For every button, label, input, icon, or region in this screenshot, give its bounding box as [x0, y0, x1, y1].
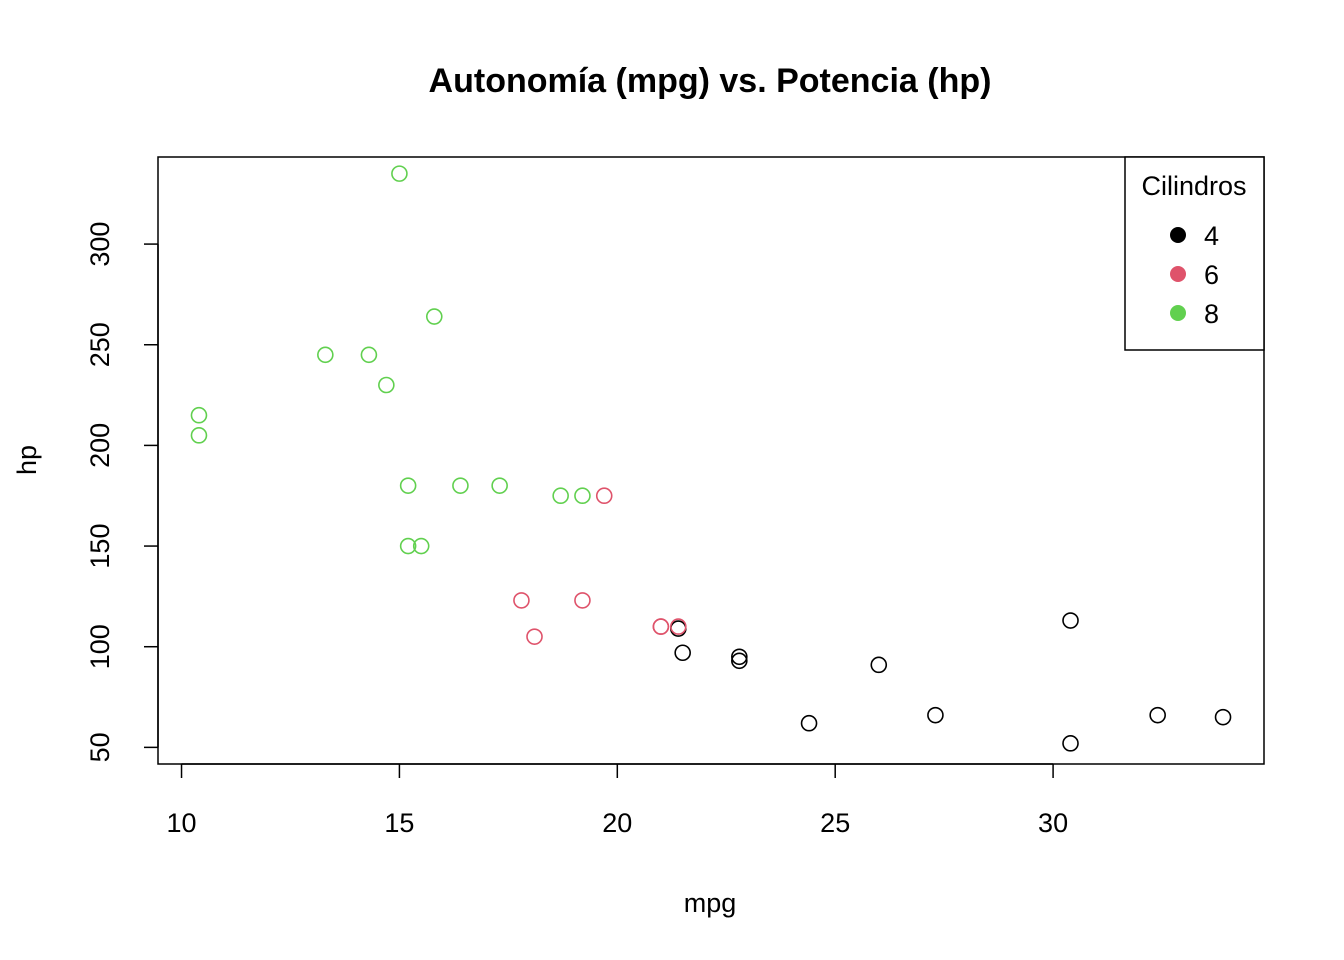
data-point — [1149, 706, 1166, 724]
x-tick-label: 25 — [820, 808, 850, 838]
plot-frame — [157, 156, 1265, 765]
data-point — [574, 592, 591, 609]
data-point — [731, 652, 748, 670]
y-tick-label: 300 — [85, 222, 115, 267]
data-point — [378, 376, 395, 394]
legend-marker — [1170, 266, 1186, 282]
data-point — [399, 477, 417, 494]
data-point — [190, 406, 208, 424]
legend: Cilindros 4 6 8 — [1124, 156, 1265, 351]
data-point — [552, 487, 569, 505]
legend-box — [1124, 156, 1265, 351]
data-point — [1062, 735, 1079, 752]
legend-label: 8 — [1204, 299, 1219, 329]
legend-entry: 6 — [1170, 260, 1219, 290]
y-tick-label: 200 — [85, 423, 115, 468]
x-tick-label: 10 — [167, 808, 197, 838]
data-point — [870, 656, 888, 674]
y-tick-label: 250 — [85, 322, 115, 367]
y-tick-label: 150 — [85, 524, 115, 569]
y-tick-label: 50 — [85, 732, 115, 762]
data-point — [574, 487, 591, 505]
legend-marker — [1170, 305, 1186, 321]
x-tick-label: 20 — [602, 808, 632, 838]
legend-marker — [1170, 227, 1186, 243]
legend-title: Cilindros — [1141, 171, 1246, 201]
chart-title: Autonomía (mpg) vs. Potencia (hp) — [429, 62, 992, 100]
legend-label: 4 — [1204, 221, 1219, 251]
data-point — [452, 477, 469, 494]
legend-entries: 4 6 8 — [1170, 221, 1219, 329]
y-tick-label: 100 — [85, 624, 115, 669]
data-point — [360, 346, 378, 364]
data-points — [190, 165, 1232, 752]
y-axis: 50 100 150 200 250 300 — [85, 222, 159, 762]
x-tick-label: 15 — [384, 808, 414, 838]
data-point — [513, 592, 530, 609]
data-point — [491, 477, 508, 494]
data-point — [674, 644, 691, 662]
data-point — [317, 346, 334, 364]
data-point — [731, 648, 748, 666]
x-axis: 10 15 20 25 30 — [167, 763, 1068, 838]
data-point — [670, 618, 687, 635]
series-cyl-4 — [670, 612, 1232, 752]
data-point — [652, 618, 670, 635]
legend-entry: 8 — [1170, 299, 1219, 329]
data-point — [800, 714, 818, 732]
x-axis-label: mpg — [684, 888, 737, 918]
data-point — [412, 537, 430, 555]
x-tick-label: 30 — [1038, 808, 1068, 838]
data-point — [1062, 612, 1079, 629]
data-point — [526, 628, 543, 645]
series-cyl-6 — [513, 487, 687, 645]
data-point — [595, 487, 613, 505]
y-axis-label: hp — [12, 445, 42, 475]
data-point — [425, 308, 443, 325]
legend-entry: 4 — [1170, 221, 1219, 251]
data-point — [391, 165, 408, 182]
data-point — [1214, 708, 1232, 726]
data-point — [399, 537, 417, 555]
data-point — [927, 706, 944, 724]
legend-label: 6 — [1204, 260, 1219, 290]
data-point — [190, 427, 208, 444]
series-cyl-8 — [190, 165, 591, 555]
